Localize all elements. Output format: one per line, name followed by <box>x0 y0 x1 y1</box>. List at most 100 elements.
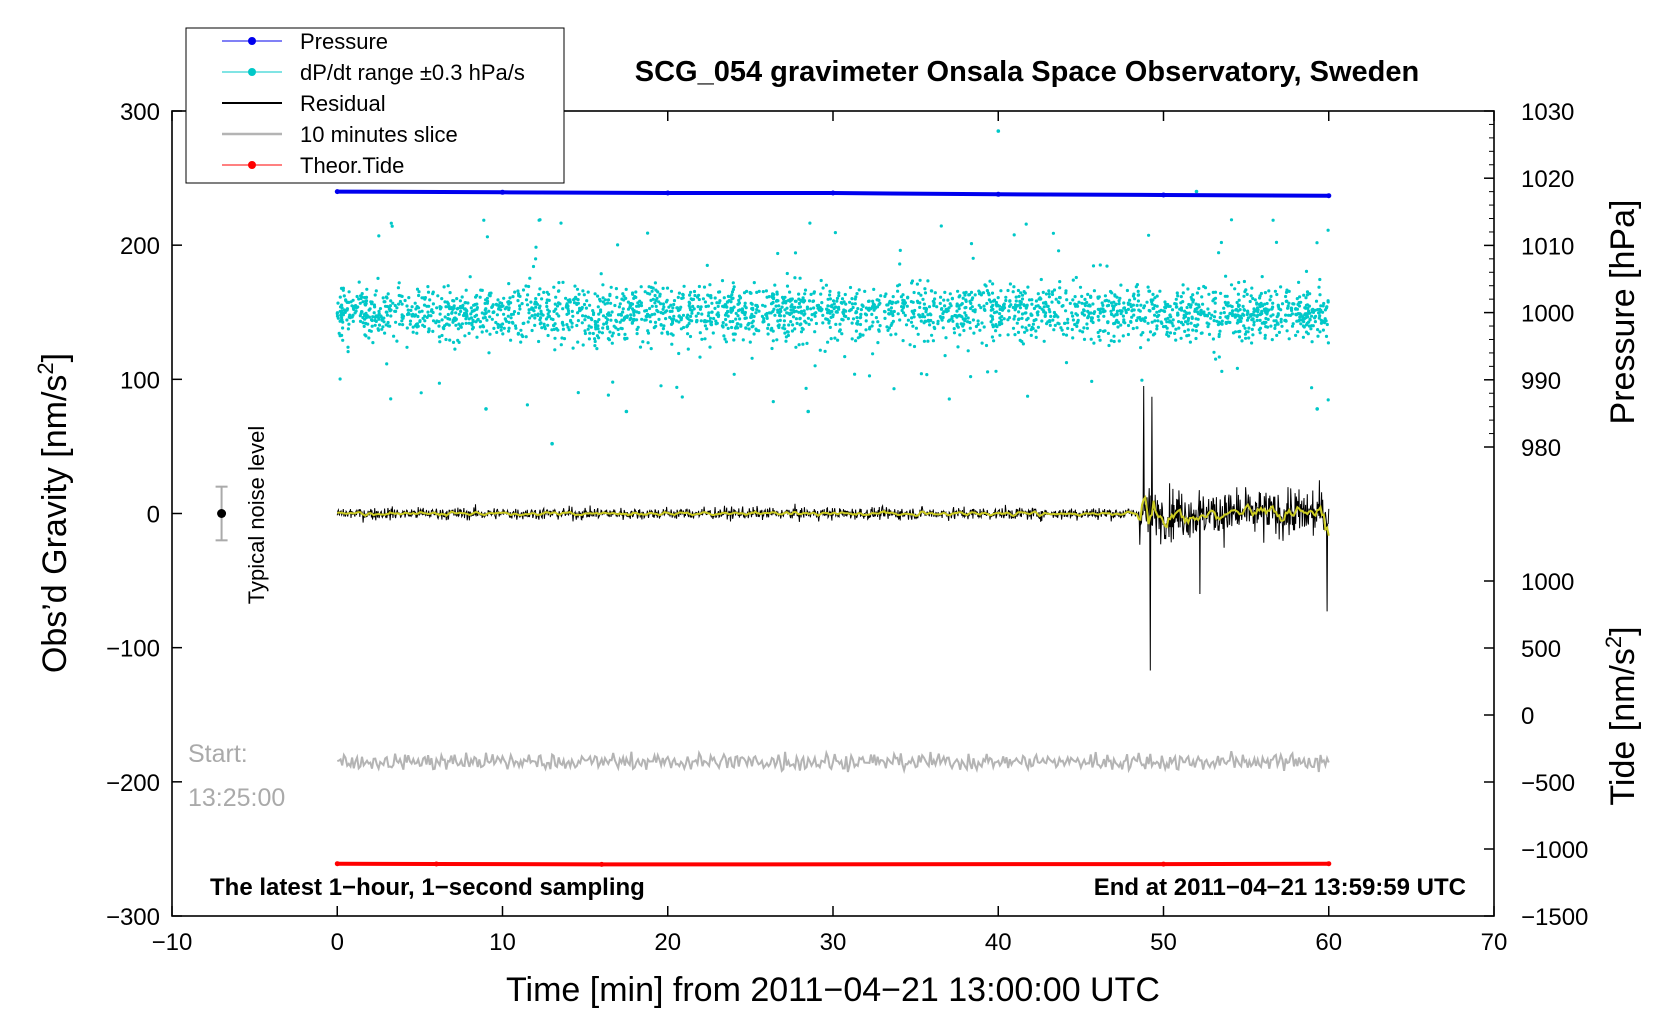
dpdt-point <box>933 326 937 331</box>
dpdt-point <box>382 300 386 304</box>
y-axis-title: Obs’d Gravity [nm/s2] <box>33 353 74 673</box>
dpdt-point <box>1287 301 1291 305</box>
dpdt-point <box>526 293 530 297</box>
pressure-point <box>334 189 340 195</box>
dpdt-point <box>653 293 657 298</box>
dpdt-point <box>438 307 442 311</box>
dpdt-point <box>1214 357 1218 361</box>
dpdt-point <box>1105 264 1109 268</box>
dpdt-point <box>636 301 640 305</box>
dpdt-point <box>340 317 344 322</box>
dpdt-point <box>534 305 538 309</box>
dpdt-point <box>1027 298 1032 302</box>
dpdt-point <box>429 314 433 318</box>
dpdt-point <box>971 318 976 322</box>
dpdt-point <box>754 327 758 331</box>
dpdt-point <box>843 355 847 359</box>
dpdt-point <box>556 289 561 293</box>
dpdt-point <box>728 320 732 324</box>
dpdt-point <box>421 316 425 320</box>
dpdt-point <box>1126 307 1130 311</box>
dpdt-point <box>963 293 967 297</box>
dpdt-point <box>480 311 484 315</box>
dpdt-point <box>910 281 914 285</box>
dpdt-point <box>538 318 542 322</box>
dpdt-point <box>757 289 761 293</box>
dpdt-point <box>1129 319 1133 324</box>
dpdt-point <box>463 334 467 338</box>
dpdt-point <box>527 308 531 312</box>
dpdt-point <box>789 311 794 315</box>
tide-tick-label: −500 <box>1521 770 1575 797</box>
dpdt-point <box>345 318 349 322</box>
dpdt-point <box>648 306 652 311</box>
dpdt-point <box>875 298 879 302</box>
dpdt-point <box>426 310 430 314</box>
dpdt-point <box>687 321 691 326</box>
dpdt-point <box>1020 316 1024 320</box>
dpdt-point <box>589 316 593 320</box>
dpdt-point <box>1302 320 1306 324</box>
dpdt-point <box>863 289 867 293</box>
dpdt-point <box>1007 316 1012 320</box>
dpdt-point <box>776 319 780 323</box>
dpdt-point <box>623 332 627 336</box>
dpdt-point <box>385 313 389 317</box>
dpdt-point <box>838 328 842 332</box>
dpdt-point <box>525 303 530 307</box>
dpdt-point <box>662 324 666 328</box>
dpdt-point <box>810 313 814 317</box>
dpdt-point <box>1126 332 1130 337</box>
dpdt-point <box>1275 333 1279 337</box>
dpdt-point <box>1026 285 1030 289</box>
dpdt-point <box>507 320 511 324</box>
dpdt-point <box>856 307 860 311</box>
dpdt-point <box>1141 317 1145 321</box>
dpdt-point <box>531 264 536 269</box>
dpdt-point <box>410 305 414 309</box>
dpdt-point <box>835 296 840 300</box>
dpdt-point <box>941 326 945 330</box>
noise-bar-center <box>217 509 227 518</box>
dpdt-point <box>994 300 999 305</box>
dpdt-point <box>1218 329 1222 333</box>
dpdt-point <box>597 318 601 322</box>
dpdt-point <box>697 297 701 302</box>
dpdt-point <box>1006 333 1010 337</box>
dpdt-point <box>716 311 720 315</box>
dpdt-point <box>658 294 662 298</box>
dpdt-point <box>1103 309 1107 313</box>
series-tide <box>334 861 1332 867</box>
dpdt-point <box>570 325 574 329</box>
dpdt-point <box>770 346 774 351</box>
dpdt-point <box>1148 289 1152 293</box>
dpdt-point <box>901 339 905 343</box>
dpdt-point <box>390 224 394 228</box>
dpdt-point <box>715 301 719 305</box>
dpdt-point <box>1269 294 1273 298</box>
dpdt-point <box>737 298 741 302</box>
dpdt-point <box>703 324 708 328</box>
dpdt-point <box>837 307 841 311</box>
dpdt-point <box>672 314 676 318</box>
dpdt-point <box>534 257 538 261</box>
dpdt-point <box>435 319 439 323</box>
dpdt-point <box>596 294 600 298</box>
dpdt-point <box>1242 313 1246 317</box>
dpdt-point <box>953 313 957 318</box>
dpdt-point <box>1113 293 1117 297</box>
dpdt-point <box>1053 323 1057 327</box>
dpdt-point <box>855 292 859 296</box>
dpdt-point <box>1238 329 1242 333</box>
dpdt-point <box>669 322 674 326</box>
dpdt-point <box>818 348 822 352</box>
dpdt-point <box>564 296 568 300</box>
dpdt-point <box>397 281 401 285</box>
dpdt-point <box>916 332 920 336</box>
dpdt-point <box>904 323 909 327</box>
dpdt-point <box>964 290 968 294</box>
dpdt-point <box>1082 326 1086 330</box>
dpdt-point <box>840 317 844 321</box>
dpdt-point <box>470 321 474 325</box>
dpdt-point <box>426 290 431 294</box>
